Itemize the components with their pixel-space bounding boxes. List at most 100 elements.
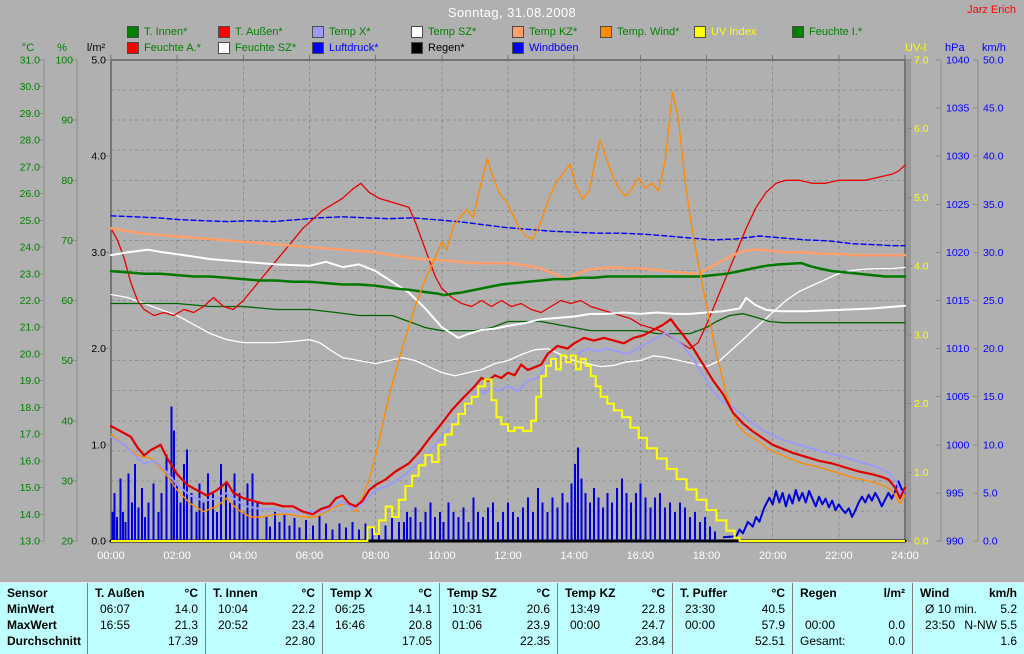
x-axis-tick-label: 20:00 [759, 550, 787, 562]
x-axis-tick-label: 16:00 [627, 550, 655, 562]
avg-label [323, 634, 330, 650]
stats-col-temp-kz: Temp KZ °C 13:49 22.8 00:00 24.7 23.84 [558, 583, 673, 654]
avg-label [88, 634, 95, 650]
min-row: 13:49 22.8 [558, 602, 672, 618]
max-row: 16:46 20.8 [323, 618, 439, 634]
x-axis-tick-label: 22:00 [825, 550, 853, 562]
series-t-innen [109, 261, 907, 297]
axis-tick-label: 30.0 [983, 247, 1004, 259]
min-value [905, 602, 912, 618]
windb-en-swatch-icon [512, 41, 524, 54]
uv-index-swatch-icon [694, 25, 706, 38]
sensor-unit: l/m² [883, 586, 905, 600]
avg-value: 1.6 [1000, 634, 1017, 648]
series-feuchte-sz [110, 266, 906, 377]
avg-row: Gesamt: 0.0 [793, 634, 912, 650]
header-row: Regen l/m² [793, 586, 912, 602]
legend-item-uv-index: UV Index [694, 25, 756, 38]
axis-unit-label: % [57, 42, 67, 54]
axis-tick-label: 1010 [946, 343, 970, 355]
header-row: T. Puffer °C [673, 586, 792, 602]
axis-tick-label: 15.0 [20, 482, 41, 494]
stats-table: Sensor MinWert MaxWert Durchschnitt T. Außen… [0, 582, 1024, 654]
stats-col-t-au-en: T. Außen °C 06:07 14.0 16:55 21.3 17.39 [88, 583, 206, 654]
legend-item-feuchte-a: Feuchte A.* [127, 41, 201, 54]
x-axis-tick-label: 10:00 [428, 550, 456, 562]
axis-tick-label: 1015 [946, 295, 970, 307]
max-value: 23.9 [526, 618, 550, 632]
y-axis-uv-i: UV-I7.0 6.0 5.0 4.0 3.0 2.0 1.0 0.0 [905, 42, 929, 548]
temp-kz-swatch-icon [512, 25, 524, 38]
axis-tick-label: 4.0 [914, 261, 929, 273]
sensor-name: Regen [800, 586, 837, 600]
min-value: 14.0 [174, 602, 198, 616]
axis-tick-label: 21.0 [20, 322, 41, 334]
header-row: Wind km/h [913, 586, 1024, 602]
axis-tick-label: 0.0 [983, 536, 998, 548]
series-feuchte-i [110, 302, 906, 335]
min-time: 10:31 [452, 602, 483, 616]
sensor-name: T. Puffer [680, 586, 728, 600]
legend-label: Temp SZ* [428, 25, 477, 38]
series-t-au-en [109, 318, 907, 516]
max-time: 20:52 [218, 618, 249, 632]
legend-label: T. Außen* [235, 25, 283, 38]
avg-value: 22.80 [284, 634, 315, 648]
avg-value: 23.84 [634, 634, 665, 648]
stats-col-regen: Regen l/m² 00:00 0.0 Gesamt: 0.0 [793, 583, 913, 654]
legend-item-t-innen: T. Innen* [127, 25, 187, 38]
min-time [793, 602, 805, 618]
sensor-unit: °C [651, 586, 665, 600]
avg-row: 22.35 [440, 634, 557, 650]
max-row: 23:50 N-NW 5.5 [913, 618, 1024, 634]
series-temp-x [110, 331, 906, 513]
axis-tick-label: 1020 [946, 247, 970, 259]
axis-tick-label: 17.0 [20, 429, 41, 441]
legend-label: Feuchte A.* [144, 41, 201, 54]
min-time: 06:25 [335, 602, 366, 616]
axis-unit-label: hPa [945, 42, 965, 54]
axis-unit-label: km/h [982, 42, 1006, 54]
avg-value: 17.05 [401, 634, 432, 648]
sensor-name: Temp SZ [447, 586, 497, 600]
owner-label: Jarz Erich [967, 4, 1016, 16]
axis-tick-label: 60 [61, 295, 73, 307]
row-label-sensor: Sensor [7, 586, 48, 600]
max-time: 00:00 [570, 618, 601, 632]
axis-tick-label: 1.0 [91, 439, 106, 451]
stats-col-wind: Wind km/h Ø 10 min. 5.2 23:50 N-NW 5.5 1.6 [913, 583, 1024, 654]
avg-value: 52.51 [754, 634, 785, 648]
legend-label: Temp X* [329, 25, 371, 38]
sensor-unit: °C [771, 586, 785, 600]
axis-tick-label: 25.0 [983, 295, 1004, 307]
y-axis-c: °C31.0 30.0 29.0 28.0 27.0 26.0 25.0 24.0 23.0 22… [20, 42, 45, 548]
axis-tick-label: 20.0 [20, 348, 41, 360]
avg-label: Gesamt: [800, 634, 846, 648]
axis-tick-label: 1040 [946, 55, 970, 67]
axis-tick-label: 2.0 [91, 343, 106, 355]
max-value: 0.0 [888, 618, 905, 632]
regen-swatch-icon [411, 41, 423, 54]
max-time: 01:06 [452, 618, 483, 632]
t-au-en-swatch-icon [218, 25, 230, 38]
axis-tick-label: 7.0 [914, 55, 929, 67]
axis-tick-label: 5.0 [983, 487, 998, 499]
stats-col-t-puffer: T. Puffer °C 23:30 40.5 00:00 57.9 52.51 [673, 583, 793, 654]
min-value: 14.1 [408, 602, 432, 616]
legend-item-regen: Regen* [411, 41, 465, 54]
row-label-durchschnitt: Durchschnitt [7, 634, 82, 648]
axis-tick-label: 30.0 [20, 81, 41, 93]
axis-tick-label: 24.0 [20, 242, 41, 254]
max-time: 00:00 [685, 618, 716, 632]
series-feuchte-a [110, 164, 906, 350]
min-row: 06:25 14.1 [323, 602, 439, 618]
legend-item-feuchte-sz: Feuchte SZ* [218, 41, 296, 54]
stats-col-temp-sz: Temp SZ °C 10:31 20.6 01:06 23.9 22.35 [440, 583, 558, 654]
axis-tick-label: 13.0 [20, 536, 41, 548]
row-label-minwert: MinWert [7, 602, 55, 616]
avg-row: 1.6 [913, 634, 1024, 650]
x-axis-tick-label: 06:00 [296, 550, 324, 562]
series-temp-kz [109, 227, 907, 281]
axis-tick-label: 1030 [946, 151, 970, 163]
max-row: 01:06 23.9 [440, 618, 557, 634]
